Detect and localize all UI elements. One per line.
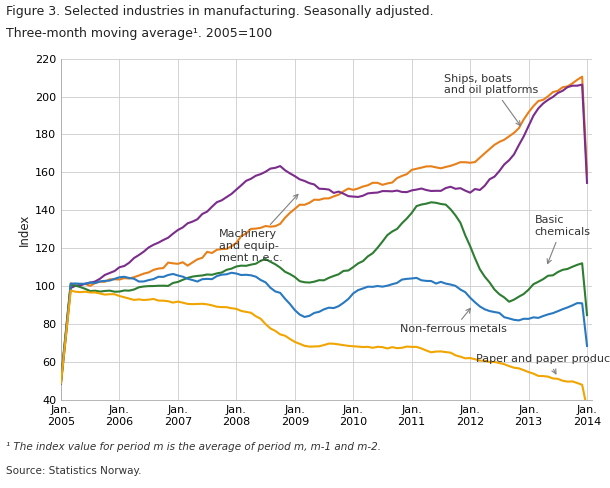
Text: Ships, boats
and oil platforms: Ships, boats and oil platforms	[444, 74, 538, 125]
Text: ¹ The index value for period m is the average of period m, m-1 and m-2.: ¹ The index value for period m is the av…	[6, 442, 381, 451]
Text: Basic
chemicals: Basic chemicals	[534, 215, 590, 264]
Y-axis label: Index: Index	[18, 213, 30, 245]
Text: Non-ferrous metals: Non-ferrous metals	[400, 308, 507, 334]
Text: Paper and paper products: Paper and paper products	[476, 354, 610, 374]
Text: Source: Statistics Norway.: Source: Statistics Norway.	[6, 466, 142, 476]
Text: Machinery
and equip-
ment n.e.c.: Machinery and equip- ment n.e.c.	[219, 194, 298, 263]
Text: Figure 3. Selected industries in manufacturing. Seasonally adjusted.: Figure 3. Selected industries in manufac…	[6, 5, 434, 18]
Text: Three-month moving average¹. 2005=100: Three-month moving average¹. 2005=100	[6, 27, 272, 40]
